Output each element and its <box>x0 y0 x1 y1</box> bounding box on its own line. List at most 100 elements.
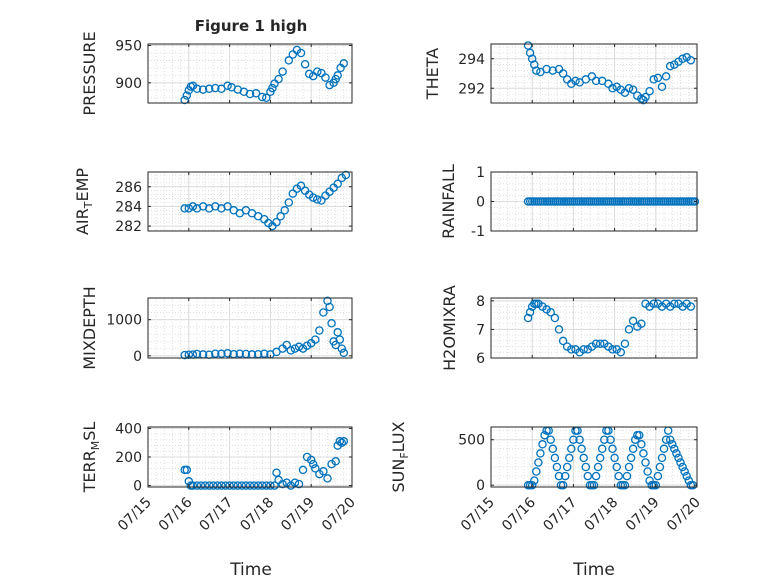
data-point-air-temp <box>313 195 322 204</box>
data-point-terr-msl <box>308 459 318 469</box>
data-point-theta <box>558 69 568 78</box>
data-point-pressure <box>192 84 202 94</box>
data-point-terr-msl <box>257 481 267 490</box>
data-point-sun-flux <box>665 435 675 444</box>
data-point-h2omixra <box>686 302 696 311</box>
data-point-theta <box>567 79 576 89</box>
data-point-theta <box>571 76 580 86</box>
data-point-terr-msl <box>200 481 210 490</box>
data-point-sun-flux <box>546 435 555 444</box>
y-tick-label-h2omixra: 7 <box>476 322 485 338</box>
data-point-terr-msl <box>290 478 300 487</box>
data-point-sun-flux <box>550 453 560 463</box>
data-point-terr-msl <box>249 481 259 490</box>
y-tick-label-terr-msl: 200 <box>115 450 142 466</box>
panel-mixdepth: 0 1000 MIXDEPTH <box>80 286 353 370</box>
data-point-h2omixra <box>558 336 568 346</box>
data-point-sun-flux <box>579 453 588 463</box>
data-point-air-temp <box>180 204 189 213</box>
data-point-sun-flux <box>676 458 685 467</box>
data-point-sun-flux <box>680 467 689 476</box>
axes-box-pressure <box>147 43 353 104</box>
data-point-mixdepth <box>282 340 291 350</box>
data-point-terr-msl <box>306 455 316 465</box>
panel-air-temp: 282 284 286 AIRTEMP <box>73 168 353 235</box>
x-axis-label-right: Time <box>572 560 615 580</box>
data-point-pressure <box>321 73 330 82</box>
data-point-air-temp <box>223 202 232 211</box>
data-point-theta <box>665 61 675 71</box>
data-point-sun-flux <box>593 462 603 472</box>
data-point-terr-msl <box>217 481 226 490</box>
data-point-h2omixra <box>579 345 588 354</box>
data-point-terr-msl <box>337 438 347 447</box>
data-point-h2omixra <box>567 345 576 354</box>
data-point-air-temp <box>284 198 294 207</box>
data-point-theta <box>641 92 650 102</box>
y-tick-label-terr-msl: 0 <box>133 479 142 495</box>
data-point-theta <box>587 72 597 81</box>
data-point-pressure <box>300 59 310 69</box>
data-point-air-temp <box>296 181 306 191</box>
axes-box-theta <box>490 43 698 104</box>
data-point-sun-flux <box>577 444 586 454</box>
data-point-terr-msl <box>298 465 308 475</box>
panel-rainfall: -1 0 1 RAINFALL <box>439 164 700 240</box>
figure-title: Figure 1 high <box>195 17 308 35</box>
y-tick-label-air-temp: 284 <box>115 199 142 215</box>
y-axis-label-terr-msl: TERRMSL <box>80 422 102 494</box>
y-axis-label-pressure: PRESSURE <box>80 31 99 115</box>
data-point-mixdepth <box>335 335 345 344</box>
data-point-terr-msl <box>323 474 332 483</box>
data-point-mixdepth <box>294 342 304 352</box>
data-point-sun-flux <box>583 471 593 481</box>
y-tick-label-rainfall: -1 <box>471 224 485 240</box>
data-point-sun-flux <box>538 440 547 449</box>
data-point-air-temp <box>272 217 281 227</box>
data-point-pressure <box>278 67 287 76</box>
data-point-sun-flux <box>668 440 677 449</box>
data-point-sun-flux <box>589 480 599 490</box>
data-point-sun-flux <box>558 480 568 490</box>
data-point-pressure <box>223 81 232 91</box>
data-point-sun-flux <box>600 435 609 444</box>
data-point-terr-msl <box>253 481 263 490</box>
data-point-mixdepth <box>217 349 226 359</box>
data-point-theta <box>678 54 687 64</box>
axes-layer: 900 950 PRESSURE 292 294 THETA 282 284 286 AIRTEM… <box>73 31 704 534</box>
y-tick-label-h2omixra: 6 <box>476 351 485 367</box>
data-point-mixdepth <box>311 335 320 344</box>
data-point-theta <box>624 84 634 93</box>
y-axis-label-h2omixra: H2OMIXRA <box>440 285 459 371</box>
y-axis-label-sun-flux: SUNFLUX <box>389 421 411 492</box>
data-point-terr-msl <box>196 481 206 490</box>
data-point-sun-flux <box>548 444 558 454</box>
x-axis-label-left: Time <box>229 560 272 580</box>
data-point-h2omixra <box>550 313 560 323</box>
data-point-sun-flux <box>653 471 663 481</box>
data-point-sun-flux <box>626 453 636 463</box>
y-tick-label-pressure: 950 <box>115 38 142 54</box>
data-point-sun-flux <box>530 476 539 485</box>
data-point-terr-msl <box>192 481 202 490</box>
data-point-theta <box>645 86 654 96</box>
data-point-sun-flux <box>527 480 537 490</box>
data-point-sun-flux <box>620 480 630 490</box>
y-tick-label-terr-msl: 400 <box>115 421 142 437</box>
data-point-pressure <box>262 93 271 103</box>
data-point-sun-flux <box>562 462 572 472</box>
data-point-air-temp <box>184 204 194 213</box>
data-point-sun-flux <box>670 444 679 454</box>
data-point-pressure <box>333 71 342 80</box>
data-point-h2omixra <box>523 313 533 323</box>
data-point-pressure <box>339 59 349 68</box>
data-point-sun-flux <box>536 449 545 458</box>
data-point-terr-msl <box>213 481 222 490</box>
data-point-h2omixra <box>624 325 634 334</box>
axes-box-h2omixra <box>490 297 698 359</box>
data-point-terr-msl <box>237 481 247 490</box>
data-point-h2omixra <box>554 325 564 334</box>
data-point-sun-flux <box>560 471 570 481</box>
data-point-sun-flux <box>581 462 591 472</box>
